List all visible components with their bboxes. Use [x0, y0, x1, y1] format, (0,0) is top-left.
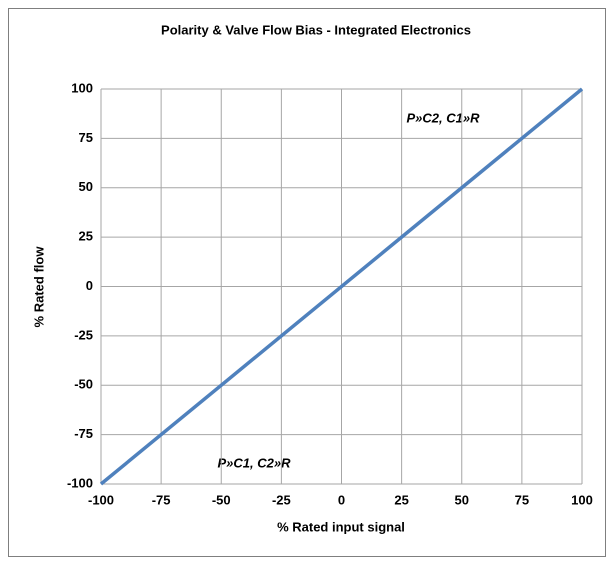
- chart-frame: [8, 8, 606, 557]
- y-tick-label: -100: [67, 475, 93, 490]
- y-tick-label: -75: [74, 426, 93, 441]
- y-tick-label: 50: [79, 179, 93, 194]
- x-tick-label: -50: [212, 492, 231, 507]
- y-tick-label: 75: [79, 130, 93, 145]
- x-tick-label: 0: [338, 492, 345, 507]
- x-tick-label: -25: [272, 492, 291, 507]
- y-tick-label: 100: [71, 80, 93, 95]
- x-tick-label: -100: [88, 492, 114, 507]
- chart-title: Polarity & Valve Flow Bias - Integrated …: [161, 22, 471, 37]
- x-tick-label: 50: [455, 492, 469, 507]
- annotation: P»C1, C2»R: [218, 455, 292, 470]
- y-tick-label: -50: [74, 377, 93, 392]
- line-series: [99, 87, 584, 486]
- x-tick-label: 25: [394, 492, 408, 507]
- x-tick-label: 75: [515, 492, 529, 507]
- y-tick-label: -25: [74, 327, 93, 342]
- x-tick-label: -75: [152, 492, 171, 507]
- x-axis-label: % Rated input signal: [277, 519, 405, 534]
- y-tick-label: 0: [86, 278, 93, 293]
- annotation: P»C2, C1»R: [407, 110, 481, 125]
- y-axis-label: % Rated flow: [31, 246, 46, 328]
- y-tick-label: 25: [79, 229, 93, 244]
- x-tick-label: 100: [571, 492, 593, 507]
